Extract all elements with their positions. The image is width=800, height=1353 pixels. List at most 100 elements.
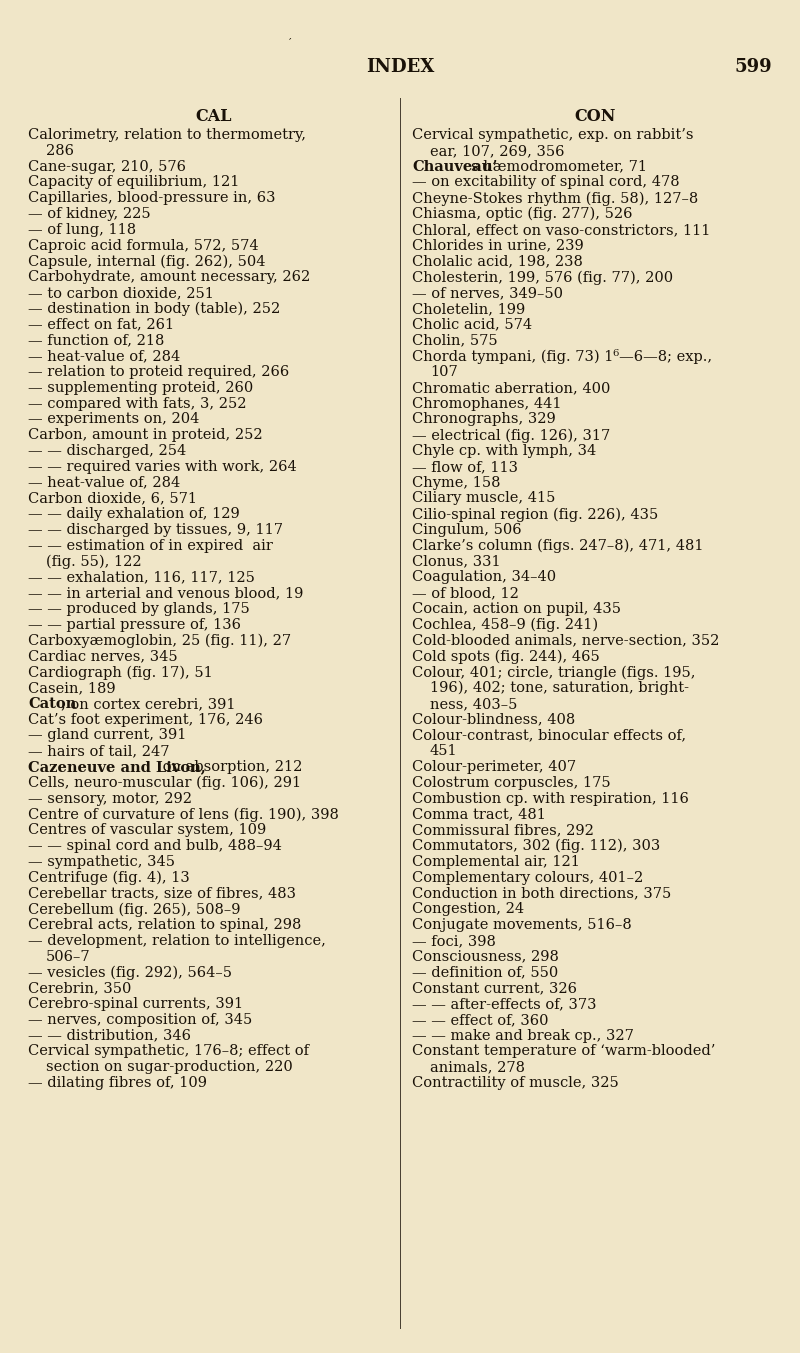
Text: Colostrum corpuscles, 175: Colostrum corpuscles, 175 [412, 775, 610, 790]
Text: Complemental air, 121: Complemental air, 121 [412, 855, 580, 869]
Text: — compared with fats, 3, 252: — compared with fats, 3, 252 [28, 396, 246, 410]
Text: — development, relation to intelligence,: — development, relation to intelligence, [28, 934, 326, 948]
Text: — vesicles (fig. 292), 564–5: — vesicles (fig. 292), 564–5 [28, 966, 232, 980]
Text: Cochlea, 458–9 (fig. 241): Cochlea, 458–9 (fig. 241) [412, 618, 598, 632]
Text: Comma tract, 481: Comma tract, 481 [412, 808, 546, 821]
Text: — of blood, 12: — of blood, 12 [412, 586, 519, 601]
Text: Cholalic acid, 198, 238: Cholalic acid, 198, 238 [412, 254, 583, 268]
Text: Congestion, 24: Congestion, 24 [412, 902, 524, 916]
Text: 196), 402; tone, saturation, bright-: 196), 402; tone, saturation, bright- [430, 681, 689, 695]
Text: — experiments on, 204: — experiments on, 204 [28, 413, 199, 426]
Text: — of lung, 118: — of lung, 118 [28, 223, 136, 237]
Text: Colour-contrast, binocular effects of,: Colour-contrast, binocular effects of, [412, 728, 686, 743]
Text: ′: ′ [289, 38, 291, 47]
Text: — — effect of, 360: — — effect of, 360 [412, 1013, 549, 1027]
Text: Caproic acid formula, 572, 574: Caproic acid formula, 572, 574 [28, 238, 258, 253]
Text: Cocain, action on pupil, 435: Cocain, action on pupil, 435 [412, 602, 621, 616]
Text: Capsule, internal (fig. 262), 504: Capsule, internal (fig. 262), 504 [28, 254, 266, 269]
Text: Cerebro-spinal currents, 391: Cerebro-spinal currents, 391 [28, 997, 243, 1011]
Text: Chyme, 158: Chyme, 158 [412, 476, 501, 490]
Text: (fig. 55), 122: (fig. 55), 122 [46, 555, 142, 570]
Text: Capacity of equilibrium, 121: Capacity of equilibrium, 121 [28, 176, 239, 189]
Text: — — required varies with work, 264: — — required varies with work, 264 [28, 460, 297, 474]
Text: Carboxyæmoglobin, 25 (fig. 11), 27: Carboxyæmoglobin, 25 (fig. 11), 27 [28, 633, 291, 648]
Text: Cat’s foot experiment, 176, 246: Cat’s foot experiment, 176, 246 [28, 713, 263, 727]
Text: 107: 107 [430, 365, 458, 379]
Text: Commissural fibres, 292: Commissural fibres, 292 [412, 823, 594, 838]
Text: — — discharged by tissues, 9, 117: — — discharged by tissues, 9, 117 [28, 524, 283, 537]
Text: 599: 599 [734, 58, 772, 76]
Text: — heat-value of, 284: — heat-value of, 284 [28, 349, 180, 363]
Text: CON: CON [574, 108, 616, 124]
Text: Cazeneuve and Livon,: Cazeneuve and Livon, [28, 760, 206, 774]
Text: Complementary colours, 401–2: Complementary colours, 401–2 [412, 870, 643, 885]
Text: s hæmodromometer, 71: s hæmodromometer, 71 [470, 160, 646, 173]
Text: Conduction in both directions, 375: Conduction in both directions, 375 [412, 886, 671, 900]
Text: Contractility of muscle, 325: Contractility of muscle, 325 [412, 1076, 618, 1091]
Text: Casein, 189: Casein, 189 [28, 681, 116, 695]
Text: — sympathetic, 345: — sympathetic, 345 [28, 855, 175, 869]
Text: 451: 451 [430, 744, 458, 758]
Text: — — exhalation, 116, 117, 125: — — exhalation, 116, 117, 125 [28, 571, 255, 584]
Text: — — produced by glands, 175: — — produced by glands, 175 [28, 602, 250, 616]
Text: — relation to proteid required, 266: — relation to proteid required, 266 [28, 365, 290, 379]
Text: Cerebral acts, relation to spinal, 298: Cerebral acts, relation to spinal, 298 [28, 917, 302, 932]
Text: — sensory, motor, 292: — sensory, motor, 292 [28, 792, 192, 805]
Text: Chlorides in urine, 239: Chlorides in urine, 239 [412, 238, 584, 253]
Text: Cholic acid, 574: Cholic acid, 574 [412, 318, 532, 331]
Text: — of nerves, 349–50: — of nerves, 349–50 [412, 285, 563, 300]
Text: Clonus, 331: Clonus, 331 [412, 555, 501, 568]
Text: Cheyne-Stokes rhythm (fig. 58), 127–8: Cheyne-Stokes rhythm (fig. 58), 127–8 [412, 191, 698, 206]
Text: Cardiac nerves, 345: Cardiac nerves, 345 [28, 649, 178, 663]
Text: — — distribution, 346: — — distribution, 346 [28, 1028, 191, 1043]
Text: Cilio-spinal region (fig. 226), 435: Cilio-spinal region (fig. 226), 435 [412, 507, 658, 522]
Text: Cholesterin, 199, 576 (fig. 77), 200: Cholesterin, 199, 576 (fig. 77), 200 [412, 271, 673, 284]
Text: Centrifuge (fig. 4), 13: Centrifuge (fig. 4), 13 [28, 870, 190, 885]
Text: — — in arterial and venous blood, 19: — — in arterial and venous blood, 19 [28, 586, 303, 601]
Text: — — spinal cord and bulb, 488–94: — — spinal cord and bulb, 488–94 [28, 839, 282, 852]
Text: — — partial pressure of, 136: — — partial pressure of, 136 [28, 618, 241, 632]
Text: — function of, 218: — function of, 218 [28, 333, 164, 348]
Text: Cardiograph (fig. 17), 51: Cardiograph (fig. 17), 51 [28, 666, 213, 679]
Text: — — make and break cp., 327: — — make and break cp., 327 [412, 1028, 634, 1043]
Text: Cerebrin, 350: Cerebrin, 350 [28, 981, 131, 996]
Text: — definition of, 550: — definition of, 550 [412, 966, 558, 980]
Text: Centres of vascular system, 109: Centres of vascular system, 109 [28, 823, 266, 838]
Text: Centre of curvature of lens (fig. 190), 398: Centre of curvature of lens (fig. 190), … [28, 808, 339, 821]
Text: Constant current, 326: Constant current, 326 [412, 981, 577, 996]
Text: INDEX: INDEX [366, 58, 434, 76]
Text: Chronographs, 329: Chronographs, 329 [412, 413, 556, 426]
Text: Carbon, amount in proteid, 252: Carbon, amount in proteid, 252 [28, 428, 262, 442]
Text: Chiasma, optic (fig. 277), 526: Chiasma, optic (fig. 277), 526 [412, 207, 633, 222]
Text: section on sugar-production, 220: section on sugar-production, 220 [46, 1061, 293, 1074]
Text: Clarke’s column (figs. 247–8), 471, 481: Clarke’s column (figs. 247–8), 471, 481 [412, 538, 703, 553]
Text: — to carbon dioxide, 251: — to carbon dioxide, 251 [28, 285, 214, 300]
Text: on absorption, 212: on absorption, 212 [158, 760, 302, 774]
Text: — of kidney, 225: — of kidney, 225 [28, 207, 150, 221]
Text: Chloral, effect on vaso-constrictors, 111: Chloral, effect on vaso-constrictors, 11… [412, 223, 710, 237]
Text: Conjugate movements, 516–8: Conjugate movements, 516–8 [412, 917, 632, 932]
Text: , on cortex cerebri, 391: , on cortex cerebri, 391 [61, 697, 235, 710]
Text: Calorimetry, relation to thermometry,: Calorimetry, relation to thermometry, [28, 129, 306, 142]
Text: Colour-blindness, 408: Colour-blindness, 408 [412, 713, 575, 727]
Text: — — daily exhalation of, 129: — — daily exhalation of, 129 [28, 507, 240, 521]
Text: Cervical sympathetic, 176–8; effect of: Cervical sympathetic, 176–8; effect of [28, 1045, 309, 1058]
Text: Cingulum, 506: Cingulum, 506 [412, 524, 522, 537]
Text: — hairs of tail, 247: — hairs of tail, 247 [28, 744, 170, 758]
Text: 506–7: 506–7 [46, 950, 90, 963]
Text: 286: 286 [46, 143, 74, 158]
Text: — supplementing proteid, 260: — supplementing proteid, 260 [28, 380, 254, 395]
Text: Cold spots (fig. 244), 465: Cold spots (fig. 244), 465 [412, 649, 600, 664]
Text: Carbon dioxide, 6, 571: Carbon dioxide, 6, 571 [28, 491, 197, 506]
Text: Cholin, 575: Cholin, 575 [412, 333, 498, 348]
Text: Constant temperature of ‘warm-blooded’: Constant temperature of ‘warm-blooded’ [412, 1045, 715, 1058]
Text: — on excitability of spinal cord, 478: — on excitability of spinal cord, 478 [412, 176, 680, 189]
Text: CAL: CAL [196, 108, 232, 124]
Text: Combustion cp. with respiration, 116: Combustion cp. with respiration, 116 [412, 792, 689, 805]
Text: Colour-perimeter, 407: Colour-perimeter, 407 [412, 760, 576, 774]
Text: Chyle cp. with lymph, 34: Chyle cp. with lymph, 34 [412, 444, 596, 459]
Text: — heat-value of, 284: — heat-value of, 284 [28, 476, 180, 490]
Text: Coagulation, 34–40: Coagulation, 34–40 [412, 571, 556, 584]
Text: — dilating fibres of, 109: — dilating fibres of, 109 [28, 1076, 207, 1091]
Text: Choletelin, 199: Choletelin, 199 [412, 302, 526, 315]
